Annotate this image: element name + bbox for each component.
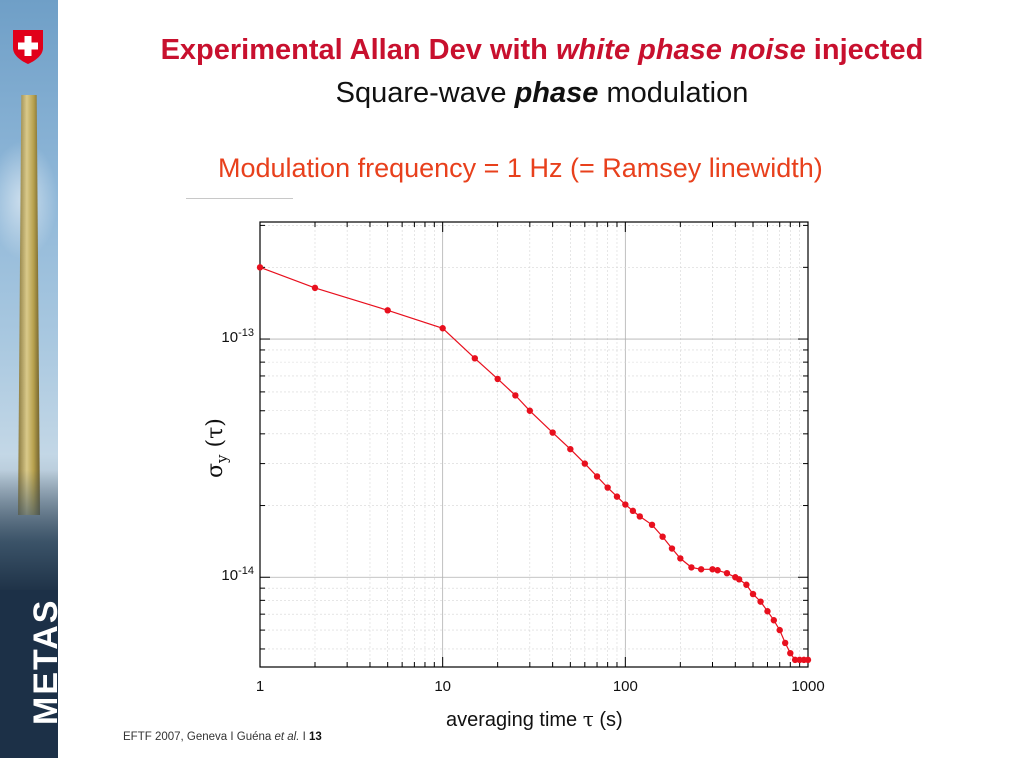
subtitle-text-end: modulation (598, 77, 749, 109)
data-point (648, 521, 656, 529)
data-point (622, 501, 629, 508)
data-point (764, 608, 771, 615)
data-point (549, 429, 556, 436)
data-point (471, 355, 479, 362)
divider-line (186, 198, 293, 199)
data-point (781, 639, 789, 647)
data-point (776, 626, 783, 634)
y-axis-label-symbol: σ (203, 462, 228, 478)
data-point (735, 576, 743, 583)
data-point (743, 581, 750, 588)
title-emphasis: white phase noise (555, 34, 806, 66)
footer-text: EFTF 2007, Geneva I Guéna (123, 731, 275, 743)
data-point (311, 284, 319, 292)
x-tick-label: 1 (255, 678, 265, 695)
data-point (804, 656, 812, 664)
y-axis-label: σy (τ) (203, 418, 231, 478)
data-point (613, 493, 621, 500)
page-number: 13 (309, 731, 322, 743)
data-point (709, 566, 716, 573)
x-tick-label: 1000 (791, 678, 825, 695)
data-point (629, 507, 637, 515)
data-point (567, 445, 574, 453)
tower-image (18, 95, 40, 515)
data-point (526, 407, 534, 414)
x-axis-label-text: averaging time (446, 709, 583, 731)
data-point (659, 533, 666, 540)
data-point (636, 513, 643, 520)
slide-footer: EFTF 2007, Geneva I Guéna et al. I 13 (123, 731, 322, 743)
data-point (494, 375, 501, 383)
data-point (791, 656, 799, 664)
data-point (787, 649, 794, 657)
data-point (512, 392, 519, 399)
subtitle-emphasis: phase (514, 77, 599, 109)
data-point (723, 569, 731, 577)
x-tick-label: 10 (434, 678, 451, 695)
y-tick-label: 10-13 (221, 327, 254, 347)
y-axis-label-sub: y (213, 454, 231, 463)
data-point (581, 460, 589, 467)
data-point (439, 325, 446, 332)
slide-title: Experimental Allan Dev with white phase … (60, 34, 1024, 67)
data-point (749, 590, 757, 598)
data-point (757, 598, 764, 605)
swiss-cross-icon (13, 30, 43, 64)
y-axis-label-arg: (τ) (203, 418, 228, 455)
slide-subtitle: Square-wave phase modulation (60, 77, 1024, 110)
x-axis-label: averaging time τ (s) (446, 707, 623, 732)
data-point (770, 617, 778, 624)
y-tick-label: 10-14 (221, 565, 254, 585)
data-point (256, 264, 264, 271)
title-text-end: injected (805, 34, 924, 66)
data-point (688, 564, 695, 571)
chart-grid (260, 222, 808, 667)
footer-etal: et al. (274, 731, 300, 743)
data-point (697, 566, 705, 573)
series-points (256, 264, 812, 664)
series-line (259, 266, 808, 661)
side-banner: METAS (0, 0, 58, 758)
data-point (384, 307, 391, 314)
data-point (593, 473, 601, 480)
x-axis-label-symbol: τ (582, 707, 594, 731)
logo-band (0, 590, 58, 758)
x-tick-label: 100 (612, 678, 638, 695)
data-point (677, 555, 684, 562)
ground-decoration (0, 470, 58, 590)
subtitle-text: Square-wave (335, 77, 515, 109)
chart-ticks (259, 222, 808, 667)
modulation-annotation: Modulation frequency = 1 Hz (= Ramsey li… (218, 153, 823, 183)
data-point (668, 545, 676, 552)
plot-frame (259, 221, 809, 668)
title-text: Experimental Allan Dev with (160, 34, 556, 66)
data-point (604, 484, 611, 491)
footer-separator: I (299, 731, 310, 743)
data-point (714, 567, 721, 574)
x-axis-label-unit: (s) (593, 709, 623, 731)
